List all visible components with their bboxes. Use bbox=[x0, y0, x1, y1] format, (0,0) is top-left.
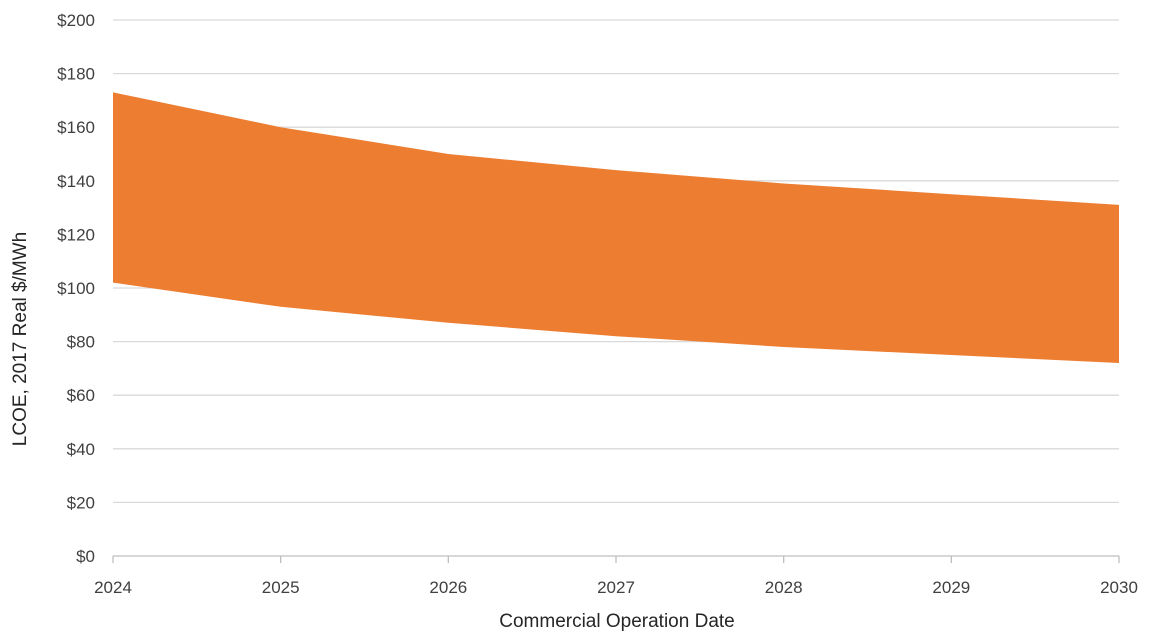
x-axis-tick-labels: 2024 2025 2026 2027 2028 2029 2030 bbox=[94, 578, 1138, 597]
y-tick-label: $80 bbox=[67, 333, 95, 352]
y-tick-label: $60 bbox=[67, 386, 95, 405]
y-axis-tick-labels: $0 $20 $40 $60 $80 $100 $120 $140 $160 $180 $200 bbox=[57, 11, 95, 566]
y-tick-label: $40 bbox=[67, 440, 95, 459]
lcoe-range-band bbox=[113, 92, 1119, 364]
y-tick-label: $180 bbox=[57, 65, 95, 84]
y-tick-label: $100 bbox=[57, 279, 95, 298]
y-tick-label: $120 bbox=[57, 225, 95, 244]
x-tick-label: 2027 bbox=[597, 578, 635, 597]
x-tick-label: 2026 bbox=[429, 578, 467, 597]
x-tick-label: 2025 bbox=[262, 578, 300, 597]
x-tick-label: 2028 bbox=[765, 578, 803, 597]
y-axis-title: LCOE, 2017 Real $/MWh bbox=[10, 232, 31, 446]
y-tick-label: $140 bbox=[57, 172, 95, 191]
y-tick-label: $0 bbox=[76, 547, 95, 566]
x-tick-label: 2024 bbox=[94, 578, 132, 597]
x-axis-title: Commercial Operation Date bbox=[499, 611, 734, 632]
y-tick-label: $20 bbox=[67, 493, 95, 512]
y-tick-label: $200 bbox=[57, 11, 95, 30]
x-tick-label: 2030 bbox=[1100, 578, 1138, 597]
x-tick-label: 2029 bbox=[932, 578, 970, 597]
plot-area bbox=[113, 92, 1119, 364]
y-tick-label: $160 bbox=[57, 118, 95, 137]
x-axis bbox=[112, 555, 1120, 563]
